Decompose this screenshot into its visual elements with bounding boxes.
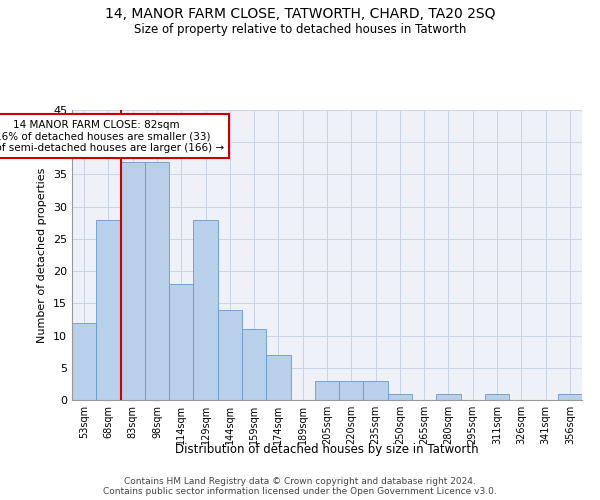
Bar [485,394,509,400]
Bar [266,355,290,400]
Bar [121,162,145,400]
Bar [339,380,364,400]
Bar [72,322,96,400]
Bar [96,220,121,400]
Y-axis label: Number of detached properties: Number of detached properties [37,168,47,342]
Text: Contains HM Land Registry data © Crown copyright and database right 2024.: Contains HM Land Registry data © Crown c… [124,478,476,486]
Text: 14, MANOR FARM CLOSE, TATWORTH, CHARD, TA20 2SQ: 14, MANOR FARM CLOSE, TATWORTH, CHARD, T… [105,8,495,22]
Bar [218,310,242,400]
Text: 14 MANOR FARM CLOSE: 82sqm
← 16% of detached houses are smaller (33)
83% of semi: 14 MANOR FARM CLOSE: 82sqm ← 16% of deta… [0,120,224,153]
Bar [436,394,461,400]
Bar [558,394,582,400]
Text: Distribution of detached houses by size in Tatworth: Distribution of detached houses by size … [175,442,479,456]
Bar [388,394,412,400]
Bar [193,220,218,400]
Bar [364,380,388,400]
Bar [169,284,193,400]
Bar [242,329,266,400]
Bar [145,162,169,400]
Bar [315,380,339,400]
Text: Contains public sector information licensed under the Open Government Licence v3: Contains public sector information licen… [103,488,497,496]
Text: Size of property relative to detached houses in Tatworth: Size of property relative to detached ho… [134,22,466,36]
